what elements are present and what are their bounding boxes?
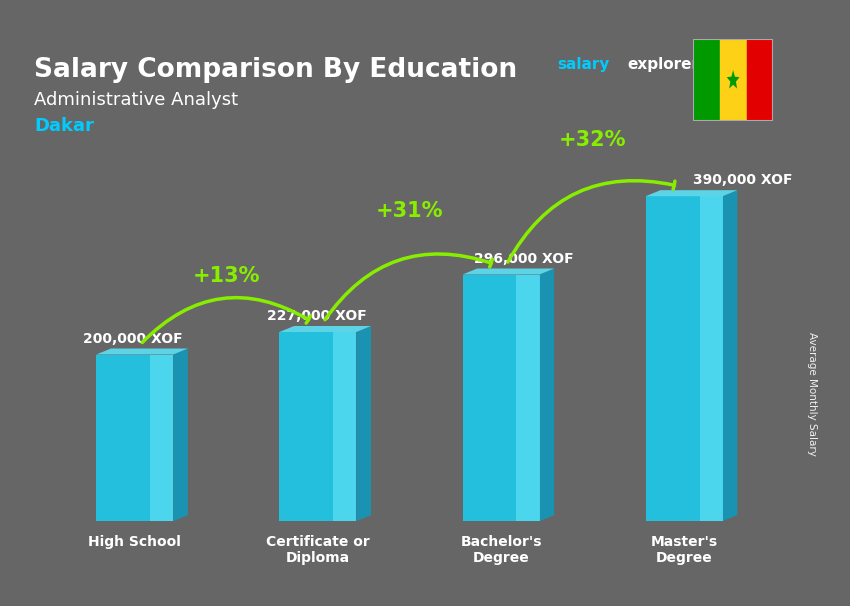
Bar bbox=[700, 196, 722, 521]
Text: +32%: +32% bbox=[558, 130, 626, 150]
Bar bbox=[462, 275, 540, 521]
Polygon shape bbox=[727, 70, 740, 88]
Text: Average Monthly Salary: Average Monthly Salary bbox=[807, 332, 817, 456]
Bar bbox=[96, 355, 173, 521]
Bar bbox=[693, 39, 720, 121]
Text: 390,000 XOF: 390,000 XOF bbox=[694, 173, 793, 187]
Polygon shape bbox=[173, 348, 188, 521]
Text: Dakar: Dakar bbox=[34, 117, 94, 135]
Polygon shape bbox=[540, 268, 554, 521]
Polygon shape bbox=[646, 190, 737, 196]
Text: 296,000 XOF: 296,000 XOF bbox=[473, 251, 573, 265]
Polygon shape bbox=[462, 268, 554, 275]
Text: salary: salary bbox=[557, 57, 609, 72]
Bar bbox=[720, 39, 746, 121]
Text: Salary Comparison By Education: Salary Comparison By Education bbox=[34, 57, 517, 83]
Bar bbox=[280, 332, 356, 521]
Polygon shape bbox=[96, 348, 188, 355]
Bar bbox=[333, 332, 356, 521]
Polygon shape bbox=[280, 326, 371, 332]
Bar bbox=[746, 39, 774, 121]
Text: 200,000 XOF: 200,000 XOF bbox=[83, 331, 183, 345]
Bar bbox=[646, 196, 722, 521]
Text: Administrative Analyst: Administrative Analyst bbox=[34, 91, 238, 109]
Text: explorer: explorer bbox=[628, 57, 700, 72]
Bar bbox=[517, 275, 540, 521]
Polygon shape bbox=[356, 326, 371, 521]
Text: 227,000 XOF: 227,000 XOF bbox=[267, 309, 366, 323]
Text: +13%: +13% bbox=[193, 266, 260, 286]
Bar bbox=[150, 355, 173, 521]
Text: .com: .com bbox=[717, 57, 757, 72]
Text: +31%: +31% bbox=[376, 201, 443, 221]
Polygon shape bbox=[722, 190, 737, 521]
